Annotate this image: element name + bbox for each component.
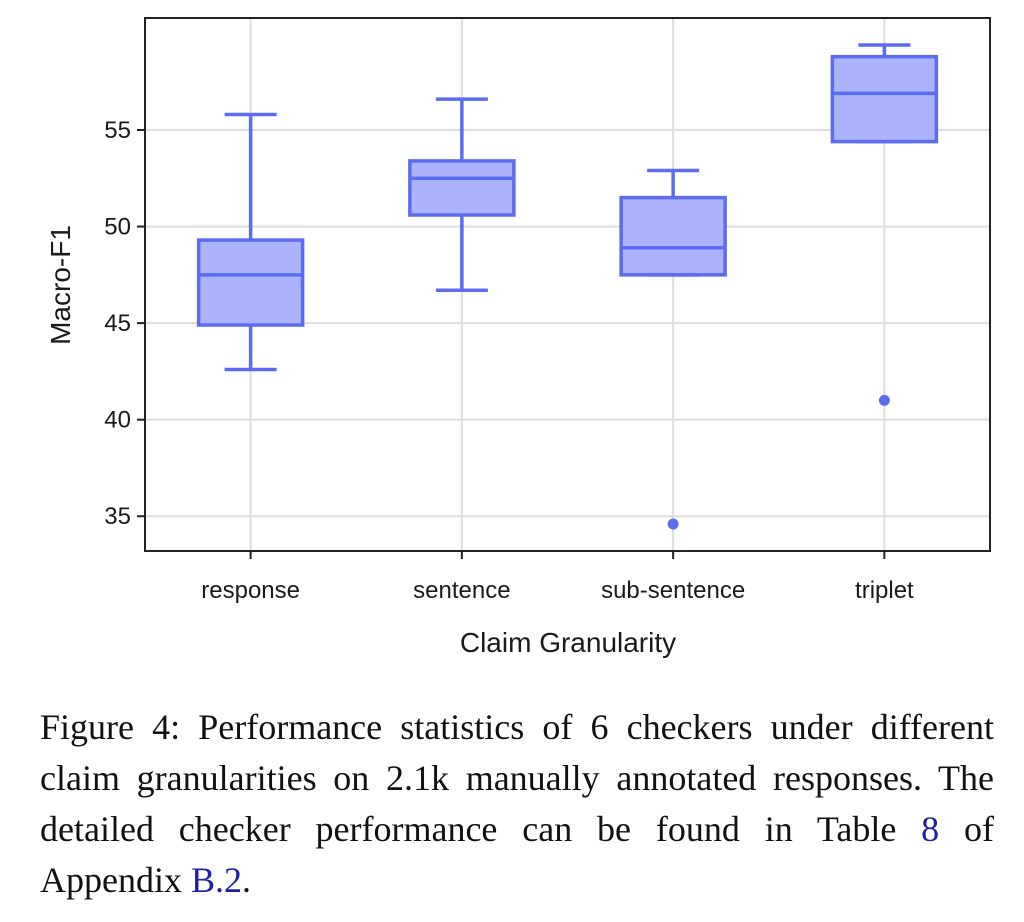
box-group-response [196,112,305,372]
box-groups [196,43,939,530]
box-iqr [408,159,516,217]
appendix-reference-link[interactable]: B.2 [190,860,242,900]
x-tick-label: sub-sentence [601,577,745,604]
box-group-sentence [408,97,516,293]
y-tick-label: 40 [104,407,131,434]
x-tick-label: sentence [413,577,510,604]
box-group-triplet [830,43,939,406]
box-iqr [619,195,727,277]
y-axis: 35 40 45 50 55 [104,117,145,530]
box-iqr [830,54,939,144]
caption-text-middle: of Appendix [40,809,995,900]
y-tick-label: 55 [104,117,131,144]
x-axis: response sentence sub-sentence triplet [201,551,914,604]
caption-text: Figure 4: Performance statistics of 6 ch… [40,707,994,849]
outlier-point [878,394,890,406]
outlier-point [667,518,679,530]
caption-text-end: . [242,860,251,900]
plot-frame [144,17,991,552]
y-tick-label: 35 [104,503,131,530]
table-reference-link[interactable]: 8 [921,809,940,849]
y-axis-title: Macro-F1 [45,225,76,345]
x-tick-label: triplet [855,577,914,604]
x-tick-label: response [201,577,300,604]
x-axis-title: Claim Granularity [460,627,676,658]
boxplot-chart: 35 40 45 50 55 response sentence sub-sentence t… [45,17,991,658]
box-group-sub-sentence [619,168,727,530]
figure-caption: Figure 4: Performance statistics of 6 ch… [40,702,994,906]
y-tick-label: 45 [104,310,131,337]
y-tick-label: 50 [104,214,131,241]
box-iqr [196,238,305,327]
